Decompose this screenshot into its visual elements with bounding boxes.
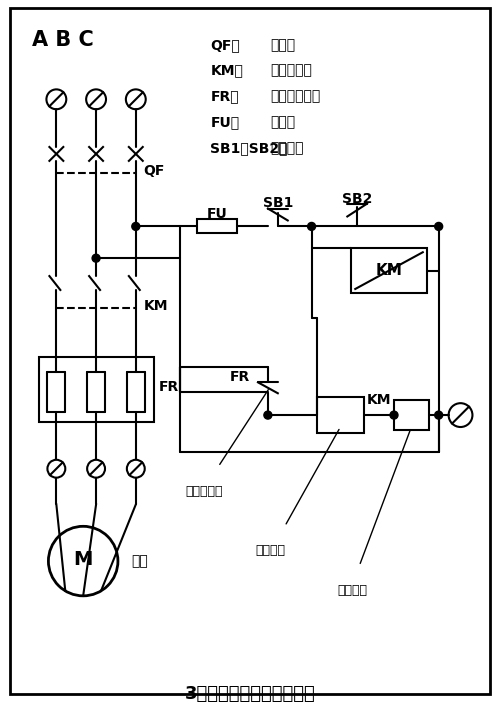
Text: FU: FU [207,206,228,221]
Text: KM：: KM： [210,64,243,78]
Text: KM: KM [376,263,402,278]
Text: 吸合线圈: 吸合线圈 [338,584,368,597]
Circle shape [92,255,100,262]
Bar [40,358,154,422]
Text: KM: KM [367,393,392,407]
Circle shape [308,223,316,230]
Text: 热过载保护: 热过载保护 [186,484,223,498]
Circle shape [264,411,272,419]
Text: 自锁触点: 自锁触点 [255,544,285,557]
Text: SB2: SB2 [342,192,372,206]
Circle shape [434,223,442,230]
Bar [352,248,427,293]
Text: SB1、SB2：: SB1、SB2： [210,141,288,155]
Bar [198,219,237,233]
Text: QF：: QF： [210,37,240,52]
Text: 断路器: 断路器 [270,37,295,52]
Text: SB1: SB1 [262,196,293,210]
Text: 交流接触器: 交流接触器 [270,64,312,78]
Bar [316,397,364,433]
Text: A B C: A B C [32,30,94,49]
Text: 3相电机启、停控制接线图: 3相电机启、停控制接线图 [184,685,316,703]
Text: 保险丝: 保险丝 [270,115,295,129]
Text: FR: FR [158,380,179,395]
Text: FR: FR [230,370,250,385]
Bar [394,400,428,430]
Text: 启停按钮: 启停按钮 [270,141,304,155]
Text: 热过载继电器: 热过载继电器 [270,89,320,103]
Text: FU：: FU： [210,115,240,129]
Text: M: M [74,549,93,568]
Circle shape [434,411,442,419]
Circle shape [390,411,398,419]
Text: KM: KM [144,299,168,313]
Circle shape [132,223,140,230]
Text: FR：: FR： [210,89,239,103]
Text: 电机: 电机 [131,554,148,568]
Text: QF: QF [144,164,165,177]
